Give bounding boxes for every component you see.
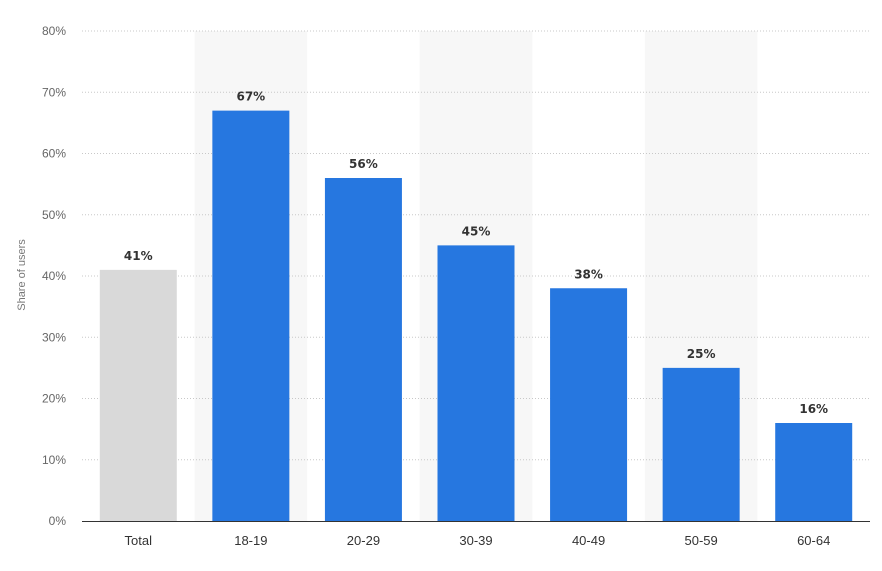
bar bbox=[550, 288, 628, 521]
bar bbox=[437, 245, 515, 521]
data-label: 16% bbox=[799, 402, 828, 416]
bar bbox=[324, 178, 402, 521]
y-axis-title: Share of users bbox=[16, 239, 28, 311]
bars bbox=[99, 110, 853, 521]
y-axis-ticks: 0% 10% 20% 30% 40% 50% 60% 70% 80% bbox=[42, 24, 66, 528]
x-tick-label: 40-49 bbox=[572, 533, 605, 548]
x-tick-label: 18-19 bbox=[234, 533, 267, 548]
x-tick-label: 60-64 bbox=[797, 533, 830, 548]
bar bbox=[212, 110, 290, 521]
x-tick-label: 30-39 bbox=[459, 533, 492, 548]
bar bbox=[775, 423, 853, 521]
y-tick-label: 60% bbox=[42, 147, 66, 161]
y-tick-label: 30% bbox=[42, 330, 66, 344]
y-tick-label: 70% bbox=[42, 85, 66, 99]
y-tick-label: 20% bbox=[42, 392, 66, 406]
data-label: 38% bbox=[574, 267, 603, 281]
bar bbox=[662, 367, 740, 521]
bar bbox=[99, 269, 177, 521]
x-axis-ticks: Total 18-19 20-29 30-39 40-49 50-59 60-64 bbox=[125, 533, 831, 548]
y-tick-label: 40% bbox=[42, 269, 66, 283]
y-tick-label: 10% bbox=[42, 453, 66, 467]
x-tick-label: 50-59 bbox=[685, 533, 718, 548]
x-tick-label: 20-29 bbox=[347, 533, 380, 548]
data-label: 56% bbox=[349, 157, 378, 171]
y-tick-label: 50% bbox=[42, 208, 66, 222]
x-tick-label: Total bbox=[125, 533, 153, 548]
data-label: 25% bbox=[687, 347, 716, 361]
data-label: 67% bbox=[236, 90, 265, 104]
data-labels: 41% 67% 56% 45% 38% 25% 16% bbox=[124, 90, 828, 416]
y-tick-label: 0% bbox=[49, 514, 67, 528]
data-label: 45% bbox=[462, 224, 491, 238]
data-label: 41% bbox=[124, 249, 153, 263]
y-tick-label: 80% bbox=[42, 24, 66, 38]
